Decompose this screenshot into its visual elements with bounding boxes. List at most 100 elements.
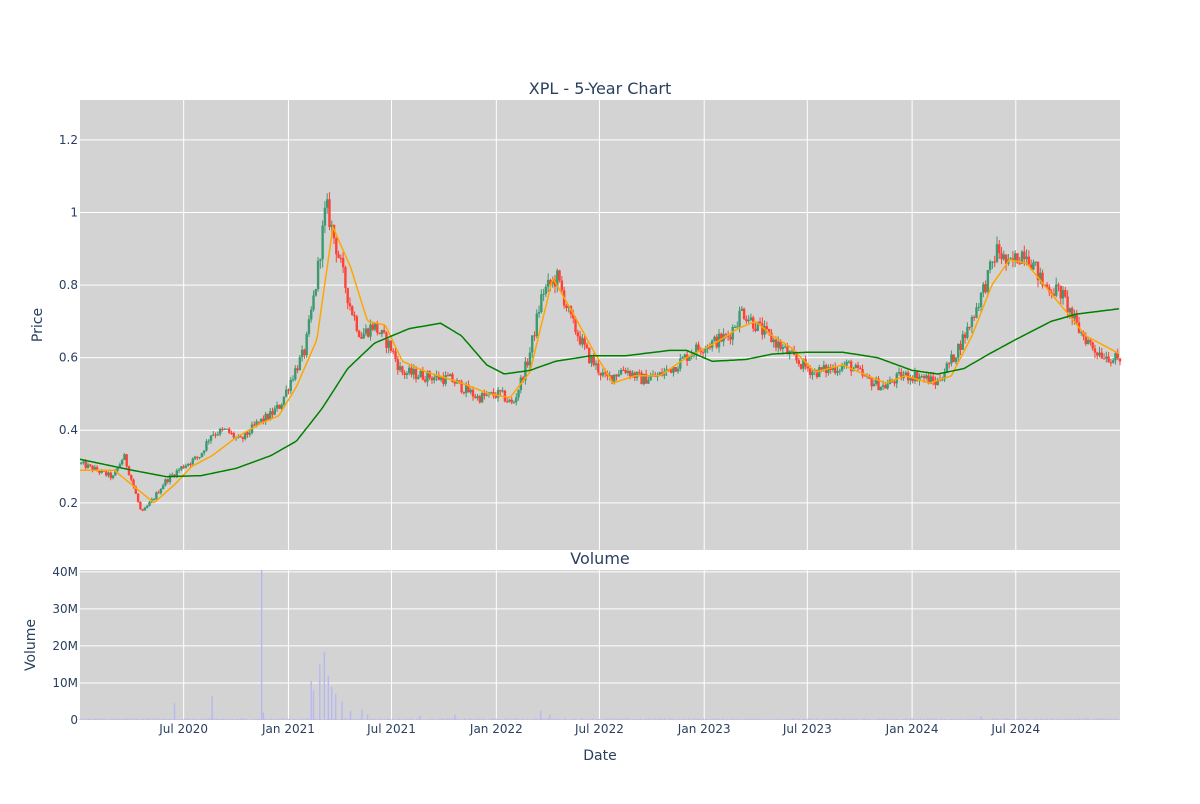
volume-bar	[723, 718, 725, 720]
volume-bar	[865, 718, 867, 720]
candle-body	[943, 373, 946, 380]
volume-bar	[744, 718, 746, 720]
candle-body	[904, 372, 908, 376]
candle-body	[353, 315, 356, 317]
volume-bar	[887, 718, 889, 720]
candle-body	[834, 367, 837, 374]
volume-bar	[892, 718, 894, 720]
volume-bar	[726, 719, 729, 720]
volume-bar	[260, 570, 263, 720]
candle-body	[275, 404, 279, 409]
volume-bar	[118, 718, 120, 720]
volume-bar	[600, 719, 602, 720]
volume-bar	[846, 719, 848, 720]
candle-body	[649, 376, 652, 381]
volume-bar	[132, 718, 134, 720]
volume-bar	[434, 719, 436, 720]
candle-body	[936, 379, 939, 386]
candle-body	[123, 454, 126, 460]
volume-bar	[204, 718, 206, 720]
volume-bar	[390, 719, 392, 720]
volume-bar	[156, 719, 158, 720]
candle-body	[526, 361, 529, 366]
volume-bar	[1113, 718, 1115, 720]
volume-bar	[101, 719, 103, 720]
volume-bar	[923, 718, 925, 720]
candle-body	[779, 341, 782, 350]
volume-bar	[113, 718, 115, 720]
candle-body	[218, 428, 222, 435]
candle-body	[412, 368, 415, 375]
volume-bar	[952, 718, 954, 720]
candle-body	[806, 366, 810, 369]
volume-bar	[829, 718, 831, 720]
volume-bar	[487, 719, 489, 720]
volume-bar	[122, 719, 124, 720]
candle-body	[859, 367, 862, 370]
volume-bar	[1114, 718, 1117, 720]
volume-bar	[1108, 718, 1110, 720]
volume-bar	[646, 719, 648, 720]
volume-bar	[140, 719, 143, 720]
candle-body	[280, 404, 283, 409]
candle-body	[171, 474, 174, 476]
volume-bar	[914, 719, 917, 720]
volume-bar	[831, 719, 833, 720]
candle-body	[986, 269, 990, 293]
volume-bar	[767, 719, 770, 720]
volume-bar	[1058, 719, 1060, 720]
volume-bar	[417, 718, 419, 720]
volume-bar	[1063, 718, 1065, 720]
volume-bar	[195, 719, 197, 720]
candle-body	[1070, 308, 1074, 319]
volume-bar	[1012, 719, 1014, 720]
candle-body	[726, 334, 730, 337]
volume-bar	[270, 718, 272, 720]
candle-body	[1109, 362, 1113, 364]
volume-bar	[627, 718, 630, 720]
volume-bar	[190, 719, 192, 720]
price-plot-background	[80, 100, 1120, 550]
volume-bar	[1078, 718, 1081, 720]
volume-bar	[815, 718, 818, 720]
candle-body	[207, 440, 210, 442]
volume-bar	[933, 718, 935, 720]
candle-body	[1066, 296, 1069, 313]
volume-bar	[916, 718, 918, 720]
candle-body	[672, 367, 675, 373]
candle-body	[1105, 356, 1108, 359]
volume-bar	[882, 718, 884, 720]
candle-body	[763, 326, 766, 335]
volume-bar	[868, 718, 870, 720]
volume-bar	[433, 718, 435, 720]
candle-body	[430, 377, 434, 381]
candle-body	[740, 308, 744, 311]
candle-body	[107, 472, 110, 476]
candle-body	[232, 432, 235, 438]
volume-bar	[352, 718, 354, 720]
candle-body	[658, 372, 662, 376]
volume-bar	[978, 718, 980, 720]
volume-bar	[954, 719, 956, 720]
candle-body	[952, 354, 955, 362]
candle-body	[289, 379, 292, 391]
candle-body	[339, 257, 343, 259]
candle-body	[323, 207, 327, 226]
volume-bar	[861, 718, 864, 720]
volume-bar	[851, 718, 853, 720]
candle-body	[478, 396, 482, 403]
volume-bar	[258, 719, 261, 720]
volume-bar	[913, 718, 915, 720]
candle-body	[772, 339, 775, 343]
candle-body	[1036, 261, 1040, 281]
volume-bar	[940, 718, 942, 720]
volume-bar	[327, 675, 330, 720]
candle-body	[713, 336, 716, 341]
volume-bar	[320, 718, 322, 720]
volume-bar	[333, 718, 336, 720]
volume-bar	[870, 719, 872, 720]
candle-body	[442, 376, 445, 384]
volume-y-tick-labels: 0 10M 20M 30M 40M	[52, 565, 78, 727]
volume-bar	[451, 718, 454, 720]
volume-bar	[398, 718, 401, 720]
